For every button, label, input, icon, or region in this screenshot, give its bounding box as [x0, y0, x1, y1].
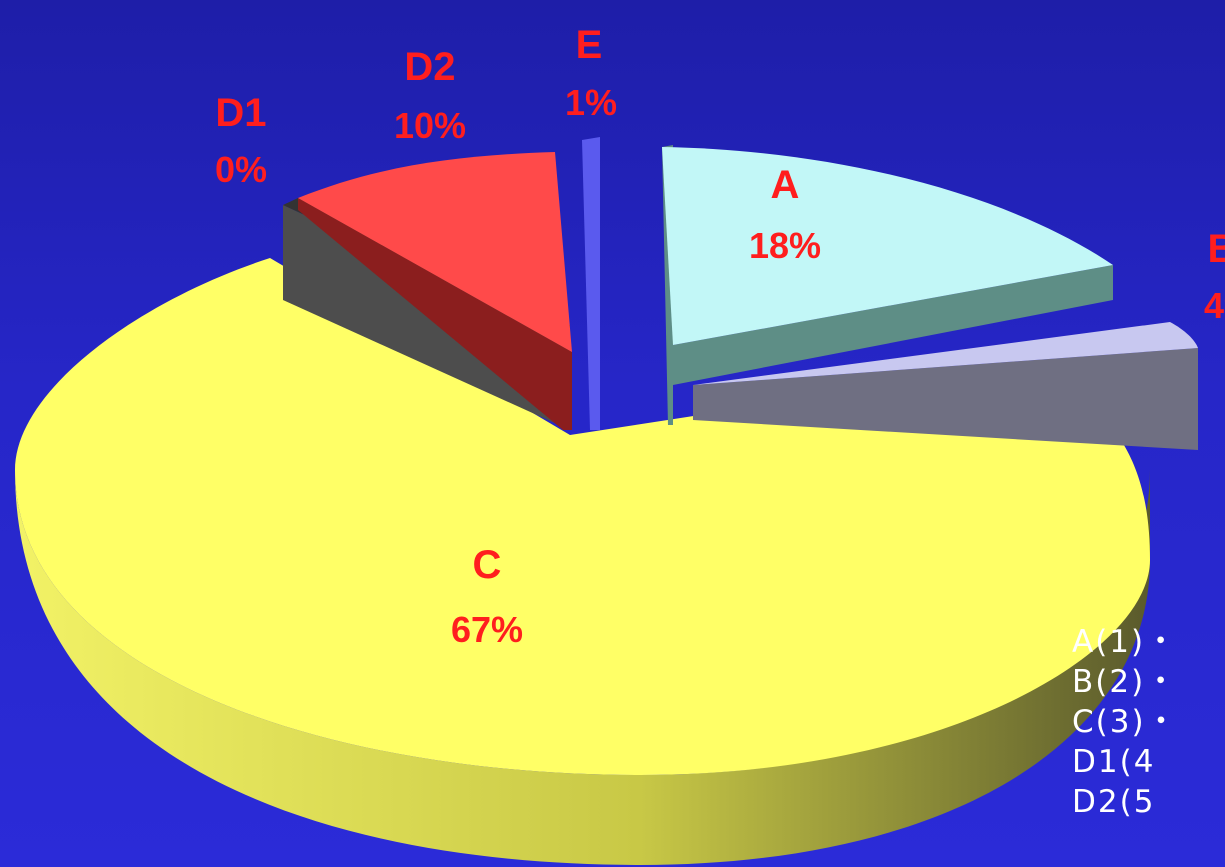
slice-c-top: [15, 258, 1150, 775]
slice-b-side: [693, 348, 1198, 450]
slice-c-side: [15, 470, 1150, 865]
slice-labels: A 18% B 4% C 67% D1 0% D2 10% E 1%: [215, 23, 1225, 650]
slice-d2: [298, 152, 572, 430]
slice-a: [662, 145, 1113, 425]
label-e-name: E: [576, 23, 603, 67]
label-a-name: A: [771, 163, 800, 207]
slice-b-top: [693, 322, 1198, 385]
slice-a-side: [673, 265, 1113, 385]
legend-line-b: B(2)・: [1072, 664, 1179, 700]
slice-e-top: [582, 137, 600, 430]
slice-e: [582, 137, 600, 430]
legend-line-d2: D2(5: [1072, 784, 1156, 820]
label-a-pct: 18%: [749, 225, 821, 266]
slice-a-top: [662, 147, 1113, 345]
label-b-name: B: [1208, 227, 1225, 271]
label-c-pct: 67%: [451, 609, 523, 650]
label-d2-pct: 10%: [394, 105, 466, 146]
label-b-pct: 4%: [1204, 285, 1225, 326]
slice-d2-top: [298, 152, 572, 352]
label-d2-name: D2: [404, 45, 455, 89]
label-c-name: C: [473, 543, 502, 587]
legend-partial: A(1)・ B(2)・ C(3)・ D1(4 D2(5: [1072, 622, 1179, 822]
label-d1-name: D1: [215, 91, 266, 135]
legend-line-a: A(1)・: [1072, 624, 1179, 660]
label-e-pct: 1%: [565, 82, 617, 123]
legend-line-d1: D1(4: [1072, 744, 1156, 780]
slice-c: [15, 258, 1150, 865]
legend-line-c: C(3)・: [1072, 704, 1179, 740]
slice-d2-side: [298, 198, 572, 430]
label-d1-pct: 0%: [215, 149, 267, 190]
slice-b: [693, 322, 1198, 450]
